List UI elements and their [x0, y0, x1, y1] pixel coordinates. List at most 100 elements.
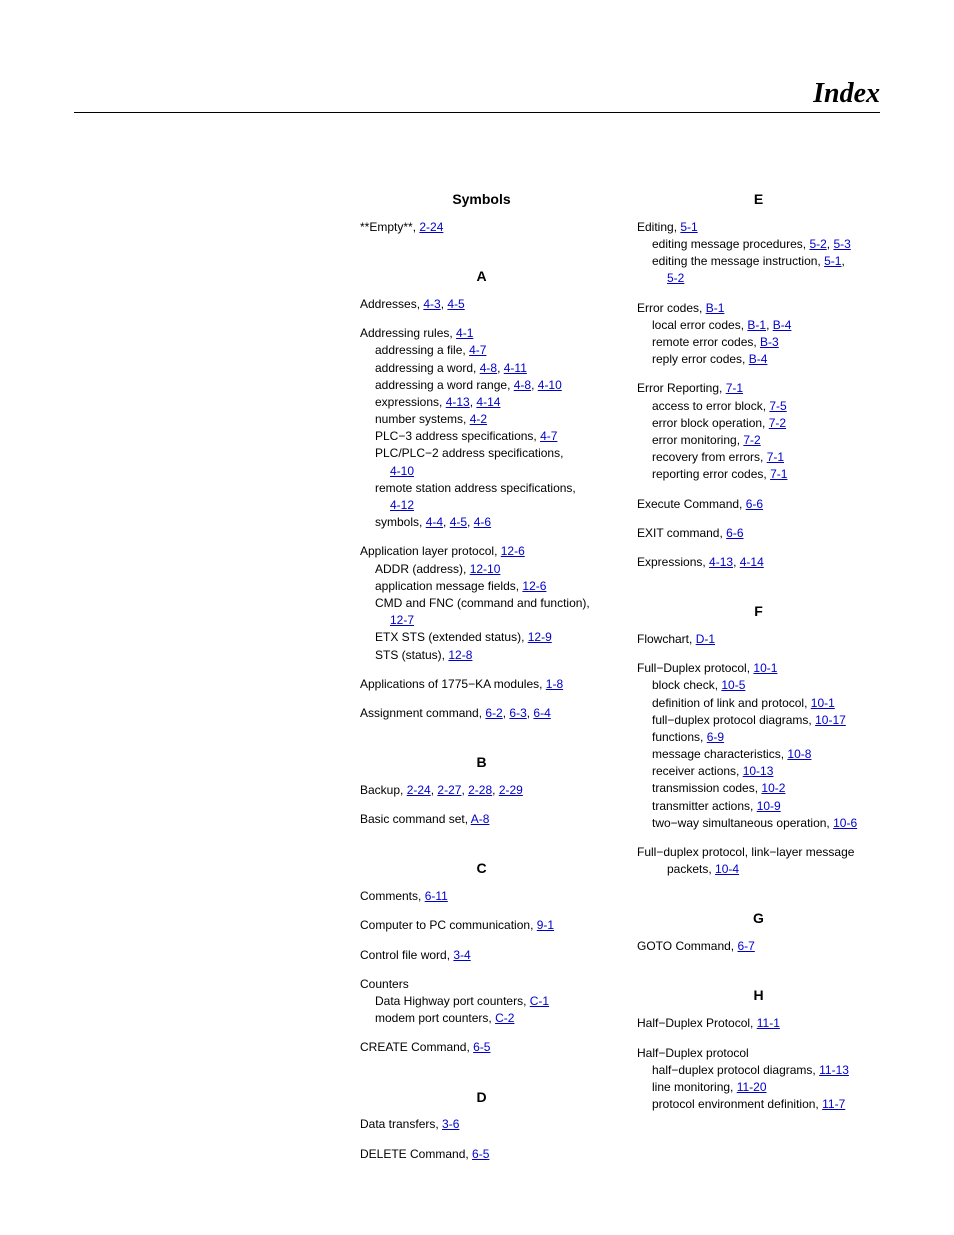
page-ref-link[interactable]: 11-20 — [737, 1080, 767, 1094]
index-subentry: receiver actions, 10-13 — [637, 763, 880, 779]
index-entry: Control file word, 3-4 — [360, 947, 603, 963]
page-ref-link[interactable]: 4-14 — [476, 395, 500, 409]
page-ref-link[interactable]: 10-8 — [787, 747, 811, 761]
page-ref-link[interactable]: 4-3 — [423, 297, 440, 311]
page-ref-link[interactable]: 4-6 — [474, 515, 491, 529]
ref-sep: , — [467, 515, 474, 529]
page-ref-link[interactable]: 7-2 — [743, 433, 760, 447]
page-ref-link[interactable]: 10-1 — [753, 661, 777, 675]
page-ref-link[interactable]: 4-2 — [470, 412, 487, 426]
page-ref-link[interactable]: B-1 — [747, 318, 766, 332]
page-ref-link[interactable]: B-1 — [706, 301, 725, 315]
page-ref-link[interactable]: 10-5 — [721, 678, 745, 692]
index-subentry: reporting error codes, 7-1 — [637, 466, 880, 482]
page-ref-link[interactable]: 7-2 — [769, 416, 786, 430]
index-entry: Expressions, 4-13, 4-14 — [637, 554, 880, 570]
page-ref-link[interactable]: 6-4 — [533, 706, 550, 720]
index-subentry: 5-2 — [637, 270, 880, 286]
page-ref-link[interactable]: 3-6 — [442, 1117, 459, 1131]
page-ref-link[interactable]: 4-5 — [450, 515, 467, 529]
page-ref-link[interactable]: 7-1 — [767, 450, 784, 464]
entry-text: protocol environment definition, — [652, 1097, 822, 1111]
page-ref-link[interactable]: 5-2 — [667, 271, 684, 285]
page-ref-link[interactable]: C-2 — [495, 1011, 514, 1025]
index-entry: Addressing rules, 4-1 — [360, 325, 603, 341]
page-ref-link[interactable]: 7-1 — [726, 381, 743, 395]
page-ref-link[interactable]: 4-7 — [540, 429, 557, 443]
entry-text: Applications of 1775−KA modules, — [360, 677, 546, 691]
page-ref-link[interactable]: 4-11 — [504, 361, 527, 375]
page-ref-link[interactable]: 5-1 — [680, 220, 697, 234]
page-ref-link[interactable]: 4-13 — [709, 555, 733, 569]
page-ref-link[interactable]: 10-13 — [743, 764, 774, 778]
page-ref-link[interactable]: B-3 — [760, 335, 779, 349]
page-ref-link[interactable]: 9-1 — [537, 918, 554, 932]
page-ref-link[interactable]: 6-11 — [425, 889, 448, 903]
page-ref-link[interactable]: 6-2 — [485, 706, 502, 720]
entry-text: message characteristics, — [652, 747, 787, 761]
page-ref-link[interactable]: 2-24 — [407, 783, 431, 797]
page-ref-link[interactable]: 4-12 — [390, 498, 414, 512]
page-ref-link[interactable]: 6-5 — [472, 1147, 489, 1161]
page-ref-link[interactable]: 11-13 — [819, 1063, 849, 1077]
page-ref-link[interactable]: 4-8 — [480, 361, 497, 375]
page-ref-link[interactable]: 4-10 — [390, 464, 414, 478]
entry-text: Counters — [360, 977, 409, 991]
page-ref-link[interactable]: 6-6 — [726, 526, 743, 540]
page-ref-link[interactable]: 4-7 — [469, 343, 486, 357]
page-ref-link[interactable]: 6-6 — [746, 497, 763, 511]
page-ref-link[interactable]: 4-5 — [447, 297, 464, 311]
page-ref-link[interactable]: 2-28 — [468, 783, 492, 797]
page-ref-link[interactable]: 12-8 — [448, 648, 472, 662]
page-ref-link[interactable]: 11-7 — [822, 1097, 845, 1111]
page-ref-link[interactable]: 10-4 — [715, 862, 739, 876]
page-ref-link[interactable]: 2-27 — [437, 783, 461, 797]
page-ref-link[interactable]: 10-9 — [757, 799, 781, 813]
page-ref-link[interactable]: 10-17 — [815, 713, 846, 727]
index-block: EXIT command, 6-6 — [637, 525, 880, 541]
page-ref-link[interactable]: D-1 — [696, 632, 715, 646]
page-ref-link[interactable]: 12-7 — [390, 613, 414, 627]
index-entry: EXIT command, 6-6 — [637, 525, 880, 541]
entry-text: **Empty**, — [360, 220, 419, 234]
page-ref-link[interactable]: 2-24 — [419, 220, 443, 234]
page-ref-link[interactable]: 11-1 — [757, 1016, 780, 1030]
page-ref-link[interactable]: C-1 — [530, 994, 549, 1008]
page-ref-link[interactable]: 12-9 — [528, 630, 552, 644]
page-ref-link[interactable]: 6-3 — [509, 706, 526, 720]
page-ref-link[interactable]: 1-8 — [546, 677, 563, 691]
ref-sep: , — [531, 378, 538, 392]
page-ref-link[interactable]: 4-8 — [514, 378, 531, 392]
index-subentry: STS (status), 12-8 — [360, 647, 603, 663]
page-ref-link[interactable]: 4-14 — [740, 555, 764, 569]
page-ref-link[interactable]: 7-5 — [769, 399, 786, 413]
entry-text: reporting error codes, — [652, 467, 770, 481]
page-ref-link[interactable]: 4-4 — [426, 515, 443, 529]
page-ref-link[interactable]: 12-10 — [470, 562, 501, 576]
page-ref-link[interactable]: B-4 — [749, 352, 768, 366]
page-ref-link[interactable]: 5-2 — [809, 237, 826, 251]
page-ref-link[interactable]: B-4 — [773, 318, 792, 332]
entry-text: Flowchart, — [637, 632, 696, 646]
page-ref-link[interactable]: 10-2 — [761, 781, 785, 795]
entry-text: transmission codes, — [652, 781, 761, 795]
page-ref-link[interactable]: 12-6 — [501, 544, 525, 558]
entry-text: ETX STS (extended status), — [375, 630, 528, 644]
page-ref-link[interactable]: 2-29 — [499, 783, 523, 797]
page-ref-link[interactable]: 6-9 — [707, 730, 724, 744]
page-ref-link[interactable]: 4-1 — [456, 326, 473, 340]
page-ref-link[interactable]: 5-1 — [824, 254, 841, 268]
page-ref-link[interactable]: 4-10 — [538, 378, 562, 392]
page-ref-link[interactable]: 10-6 — [833, 816, 857, 830]
index-entry: GOTO Command, 6-7 — [637, 938, 880, 954]
entry-text: addressing a word range, — [375, 378, 514, 392]
page-ref-link[interactable]: 5-3 — [833, 237, 850, 251]
page-ref-link[interactable]: 4-13 — [446, 395, 470, 409]
page-ref-link[interactable]: 10-1 — [811, 696, 835, 710]
page-ref-link[interactable]: 6-5 — [473, 1040, 490, 1054]
page-ref-link[interactable]: 3-4 — [453, 948, 470, 962]
page-ref-link[interactable]: 7-1 — [770, 467, 787, 481]
page-ref-link[interactable]: 6-7 — [737, 939, 754, 953]
page-ref-link[interactable]: A-8 — [471, 812, 490, 826]
page-ref-link[interactable]: 12-6 — [522, 579, 546, 593]
